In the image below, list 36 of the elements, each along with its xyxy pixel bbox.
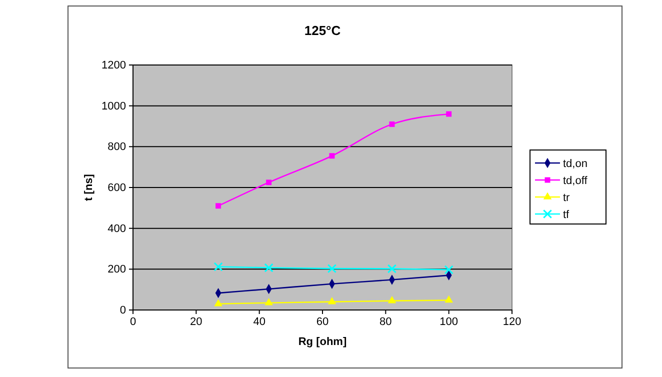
point bbox=[266, 180, 272, 186]
y-tick-label: 800 bbox=[108, 141, 126, 154]
y-tick-label: 1000 bbox=[102, 100, 126, 112]
y-tick-label: 1200 bbox=[102, 60, 126, 72]
point bbox=[444, 295, 453, 303]
y-tick-label: 400 bbox=[108, 222, 126, 235]
point bbox=[388, 296, 396, 304]
legend-label: td,off bbox=[563, 175, 588, 187]
x-tick-label: 20 bbox=[190, 316, 202, 328]
chart-title: 125°C bbox=[304, 23, 342, 38]
legend-label: tf bbox=[563, 209, 570, 221]
point bbox=[444, 265, 454, 274]
point bbox=[387, 264, 397, 274]
point bbox=[446, 111, 452, 117]
x-tick-label: 100 bbox=[440, 316, 458, 328]
point bbox=[214, 299, 222, 306]
y-tick-label: 0 bbox=[120, 304, 126, 317]
x-axis-title: Rg [ohm] bbox=[298, 336, 347, 348]
point bbox=[214, 262, 223, 272]
x-tick-label: 60 bbox=[316, 316, 329, 328]
point bbox=[329, 153, 335, 159]
legend-label: tr bbox=[563, 192, 570, 204]
y-tick-label: 200 bbox=[108, 264, 126, 276]
point bbox=[389, 121, 395, 127]
x-tick-label: 120 bbox=[502, 316, 522, 328]
point bbox=[216, 203, 222, 209]
point bbox=[328, 297, 336, 304]
y-tick-label: 600 bbox=[108, 182, 126, 194]
x-tick-label: 40 bbox=[253, 316, 266, 328]
point bbox=[264, 298, 273, 306]
y-axis-title: t [ns] bbox=[83, 174, 95, 201]
legend-label: td,on bbox=[563, 158, 588, 170]
point bbox=[327, 264, 337, 274]
x-tick-label: 80 bbox=[380, 316, 392, 328]
point bbox=[264, 263, 274, 272]
x-tick-label: 0 bbox=[130, 316, 136, 328]
